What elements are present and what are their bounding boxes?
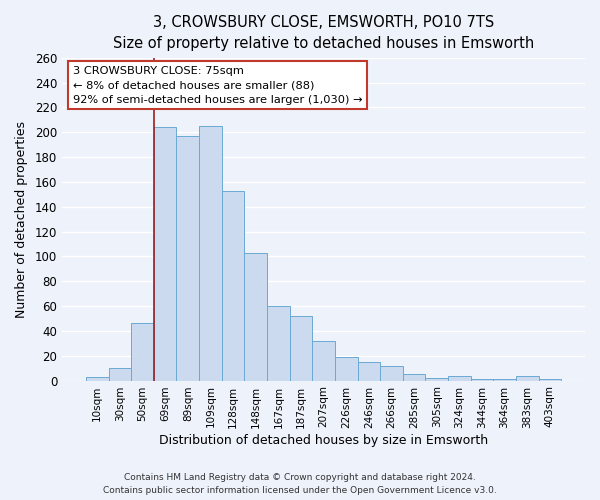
Bar [380,366,403,380]
Bar [131,324,154,380]
Bar [448,376,471,380]
Bar [290,316,312,380]
Bar [244,252,267,380]
Text: Contains HM Land Registry data © Crown copyright and database right 2024.
Contai: Contains HM Land Registry data © Crown c… [103,474,497,495]
Title: 3, CROWSBURY CLOSE, EMSWORTH, PO10 7TS
Size of property relative to detached hou: 3, CROWSBURY CLOSE, EMSWORTH, PO10 7TS S… [113,15,534,51]
Bar [312,341,335,380]
Bar [267,306,290,380]
Bar [109,368,131,380]
X-axis label: Distribution of detached houses by size in Emsworth: Distribution of detached houses by size … [159,434,488,448]
Bar [176,136,199,380]
Bar [222,190,244,380]
Bar [199,126,222,380]
Bar [86,377,109,380]
Bar [403,374,425,380]
Bar [425,378,448,380]
Y-axis label: Number of detached properties: Number of detached properties [15,120,28,318]
Bar [358,362,380,380]
Bar [154,128,176,380]
Bar [335,357,358,380]
Text: 3 CROWSBURY CLOSE: 75sqm
← 8% of detached houses are smaller (88)
92% of semi-de: 3 CROWSBURY CLOSE: 75sqm ← 8% of detache… [73,66,362,104]
Bar [516,376,539,380]
